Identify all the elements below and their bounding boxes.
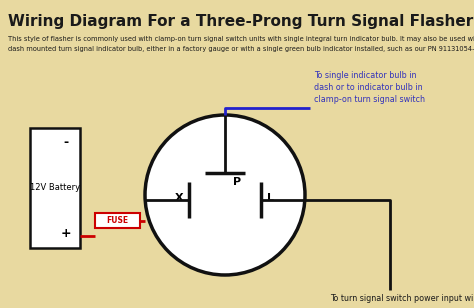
Text: L: L <box>267 193 274 203</box>
Text: 12V Battery: 12V Battery <box>30 184 80 192</box>
Text: +: + <box>61 227 71 240</box>
Text: P: P <box>233 177 241 187</box>
Circle shape <box>145 115 305 275</box>
Text: Wiring Diagram For a Three-Prong Turn Signal Flasher: Wiring Diagram For a Three-Prong Turn Si… <box>8 14 473 29</box>
Text: To single indicator bulb in
dash or to indicator bulb in
clamp-on turn signal sw: To single indicator bulb in dash or to i… <box>314 71 425 104</box>
Text: This style of flasher is commonly used with clamp-on turn signal switch units wi: This style of flasher is commonly used w… <box>8 36 474 42</box>
Bar <box>95 213 140 228</box>
Text: To turn signal switch power input wire: To turn signal switch power input wire <box>330 294 474 303</box>
Text: dash mounted turn signal indicator bulb, either in a factory gauge or with a sin: dash mounted turn signal indicator bulb,… <box>8 46 474 52</box>
Text: -: - <box>64 136 69 149</box>
Text: FUSE: FUSE <box>107 216 128 225</box>
Text: X: X <box>174 193 183 203</box>
Bar <box>30 128 80 248</box>
